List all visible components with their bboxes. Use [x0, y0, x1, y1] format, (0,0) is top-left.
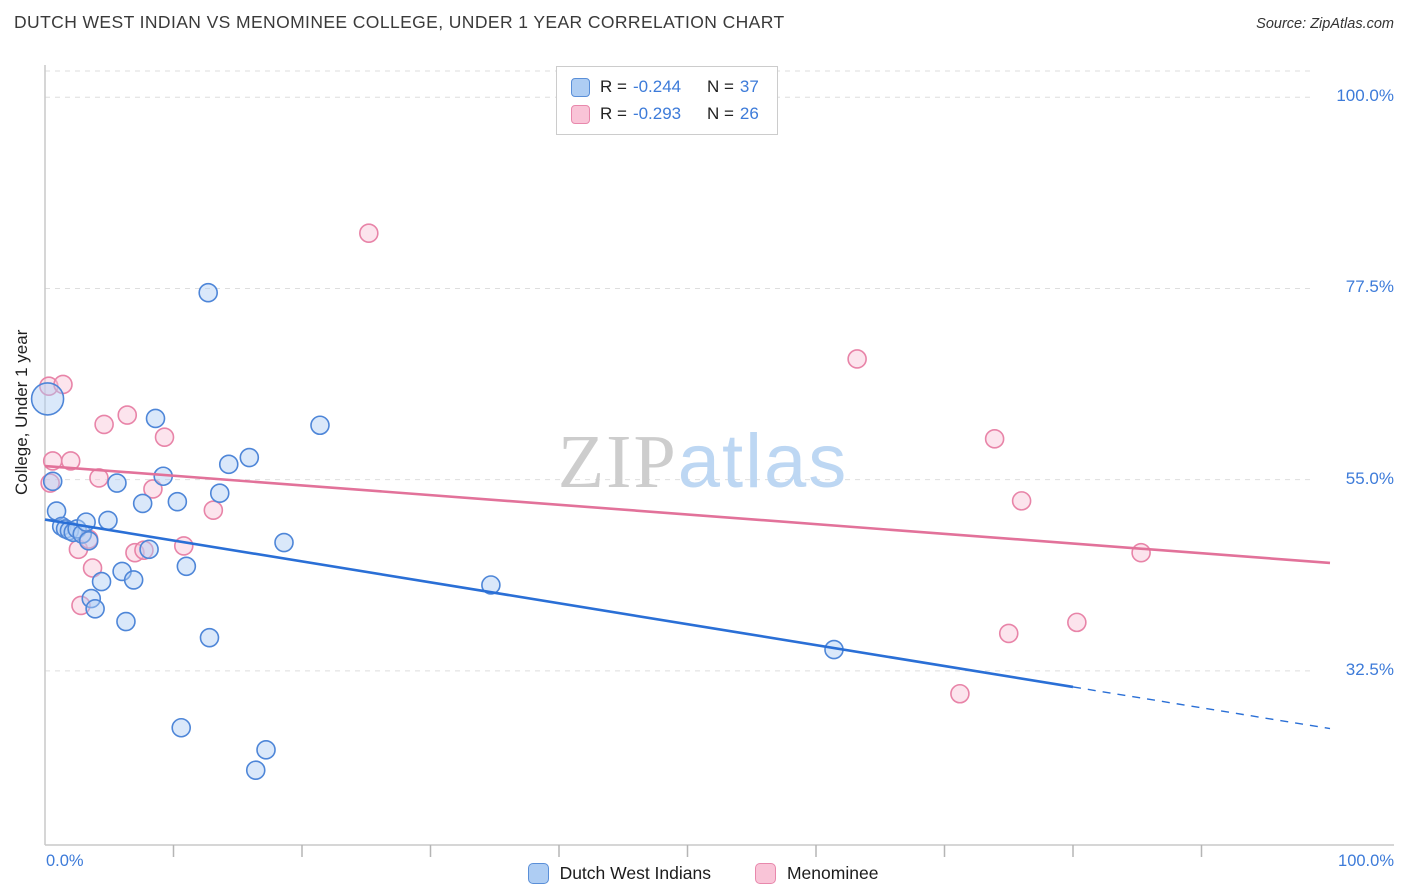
legend-item-label: Dutch West Indians — [559, 863, 711, 883]
point-menominee[interactable] — [60, 451, 81, 471]
n-value: 26 — [739, 104, 759, 123]
point-dutch-west-indians[interactable] — [139, 539, 159, 560]
r-label: R = — [600, 104, 627, 123]
source-attribution: Source: ZipAtlas.com — [1256, 16, 1394, 32]
point-menominee[interactable] — [94, 414, 114, 435]
point-dutch-west-indians[interactable] — [171, 717, 192, 738]
point-dutch-west-indians[interactable] — [239, 447, 260, 468]
pink-series-swatch — [571, 104, 590, 124]
point-menominee[interactable] — [173, 536, 194, 556]
point-dutch-west-indians[interactable] — [81, 588, 102, 609]
point-menominee[interactable] — [117, 405, 138, 425]
point-dutch-west-indians[interactable] — [46, 501, 67, 521]
n-label: N = — [706, 77, 734, 96]
n-value: 37 — [739, 77, 759, 96]
blue-series-swatch — [571, 77, 590, 97]
blue-legend-swatch — [527, 863, 549, 884]
point-dutch-west-indians[interactable] — [199, 627, 220, 648]
point-menominee[interactable] — [143, 479, 163, 499]
point-dutch-west-indians[interactable] — [167, 491, 188, 512]
point-dutch-west-indians[interactable] — [481, 575, 501, 595]
trend-line-dutch-west-indians — [44, 518, 1074, 689]
legend-row-menominee: R = -0.293 N = 26 — [571, 104, 759, 124]
point-dutch-west-indians[interactable] — [107, 473, 127, 493]
pink-legend-swatch — [754, 863, 776, 884]
source-link[interactable]: ZipAtlas.com — [1310, 16, 1394, 32]
n-label: N = — [706, 104, 734, 123]
r-value: -0.293 — [632, 104, 682, 123]
r-value: -0.244 — [632, 77, 682, 96]
point-menominee[interactable] — [1131, 542, 1151, 563]
x-axis-label-left: 0.0% — [46, 852, 84, 870]
y-tick-label-100: 100.0% — [1336, 86, 1394, 105]
point-dutch-west-indians[interactable] — [310, 415, 330, 436]
point-menominee[interactable] — [1011, 491, 1032, 511]
y-tick-label-32-5: 32.5% — [1345, 660, 1394, 679]
point-dutch-west-indians[interactable] — [123, 570, 144, 590]
point-menominee[interactable] — [998, 623, 1019, 644]
point-menominee[interactable] — [82, 558, 103, 578]
y-tick-label-55: 55.0% — [1345, 469, 1394, 488]
trend-line-menominee — [44, 464, 1331, 565]
point-dutch-west-indians[interactable] — [78, 531, 99, 551]
point-dutch-west-indians[interactable] — [30, 382, 65, 416]
source-prefix: Source: — [1256, 16, 1307, 32]
trend-line-dutch-west-indians-dashed — [1072, 686, 1331, 730]
point-menominee[interactable] — [1067, 612, 1087, 633]
point-dutch-west-indians[interactable] — [116, 611, 136, 632]
legend-item-menominee[interactable]: Menominee — [754, 863, 879, 884]
point-dutch-west-indians[interactable] — [274, 532, 294, 553]
point-dutch-west-indians[interactable] — [132, 493, 153, 514]
point-dutch-west-indians[interactable] — [176, 556, 197, 577]
correlation-legend-box: R = -0.244 N = 37 R = -0.293 N = 26 — [556, 66, 778, 135]
x-axis-label-right: 100.0% — [1338, 852, 1394, 870]
legend-row-dutch-west-indians: R = -0.244 N = 37 — [571, 77, 759, 97]
point-dutch-west-indians[interactable] — [245, 760, 266, 781]
point-dutch-west-indians[interactable] — [256, 740, 276, 760]
legend-item-dutch-west-indians[interactable]: Dutch West Indians — [527, 863, 711, 884]
point-dutch-west-indians[interactable] — [42, 471, 63, 492]
point-dutch-west-indians[interactable] — [85, 598, 105, 619]
point-dutch-west-indians[interactable] — [91, 571, 112, 592]
point-menominee[interactable] — [984, 429, 1005, 449]
point-dutch-west-indians[interactable] — [98, 510, 118, 531]
page-title: DUTCH WEST INDIAN VS MENOMINEE COLLEGE, … — [14, 12, 785, 32]
point-menominee[interactable] — [950, 683, 970, 704]
point-dutch-west-indians[interactable] — [198, 282, 218, 303]
point-dutch-west-indians[interactable] — [209, 483, 230, 504]
point-menominee[interactable] — [203, 500, 224, 521]
point-dutch-west-indians[interactable] — [145, 408, 166, 429]
legend-item-label: Menominee — [786, 863, 879, 883]
r-label: R = — [600, 77, 627, 96]
point-menominee[interactable] — [847, 349, 867, 369]
point-menominee[interactable] — [154, 427, 175, 447]
point-dutch-west-indians[interactable] — [218, 454, 239, 475]
y-tick-label-77-5: 77.5% — [1345, 277, 1394, 296]
point-menominee[interactable] — [359, 223, 379, 244]
series-legend: Dutch West Indians Menominee — [0, 863, 1406, 884]
